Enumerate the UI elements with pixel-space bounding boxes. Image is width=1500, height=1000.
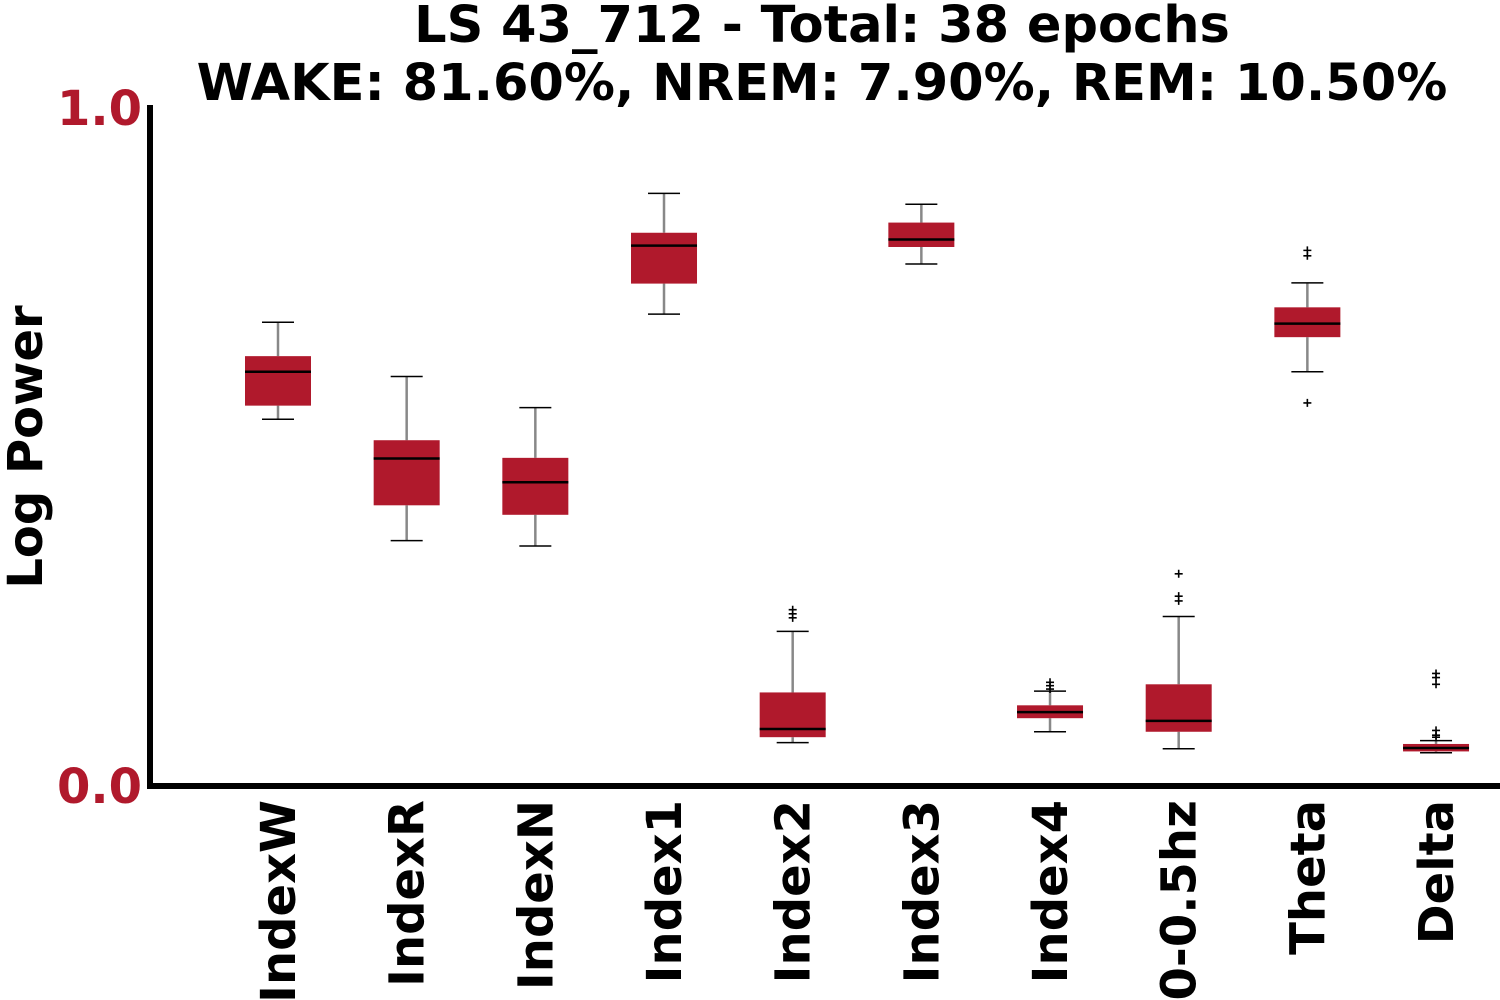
box-iqr [759, 692, 826, 738]
box-theta [1274, 246, 1341, 407]
x-tick-label: Theta [1280, 800, 1336, 955]
x-tick-label: IndexR [380, 800, 436, 987]
box-iqr [888, 222, 955, 247]
box-iqr [1274, 307, 1341, 338]
x-tick-labels: IndexW IndexR IndexN Index1 Index2 Index3 Inde… [251, 800, 1465, 1000]
y-axis-label: Log Power [0, 305, 54, 589]
box-iqr [245, 356, 311, 406]
x-tick-label: Index1 [637, 800, 693, 983]
box-index4 [1017, 678, 1084, 733]
outlier-point [1174, 569, 1183, 578]
x-tick-label: Index2 [766, 800, 822, 983]
outlier-point [1046, 678, 1055, 687]
box-index3 [888, 203, 955, 265]
outlier-point [788, 605, 797, 614]
outlier-point [1432, 680, 1441, 689]
y-tick-label: 1.0 [57, 81, 142, 137]
box-indexn [502, 406, 569, 547]
x-tick-label: IndexN [508, 800, 564, 990]
outlier-point [1303, 246, 1312, 255]
outlier-point [1432, 669, 1441, 678]
box-delta [1403, 669, 1470, 754]
box-index1 [631, 192, 698, 315]
x-tick-label: Index4 [1023, 800, 1079, 983]
box-indexw [245, 321, 311, 420]
outlier-point [1303, 398, 1312, 407]
x-tick-label: Delta [1409, 800, 1465, 944]
box-iqr [631, 232, 698, 284]
y-tick-label: 0.0 [57, 759, 142, 815]
chart-subtitle: WAKE: 81.60%, NREM: 7.90%, REM: 10.50% [197, 54, 1448, 113]
box-iqr [502, 457, 569, 515]
outlier-point [1432, 726, 1441, 735]
box-0-0-5hz [1145, 569, 1212, 750]
x-tick-label: Index3 [894, 800, 950, 983]
box-iqr [373, 440, 440, 506]
box-indexr [373, 375, 440, 542]
outlier-point [1174, 592, 1183, 601]
x-tick-label: IndexW [251, 800, 307, 1000]
x-tick-label: 0-0.5hz [1152, 800, 1208, 1000]
y-tick-labels: 0.0 1.0 [57, 81, 142, 815]
box-iqr [1145, 684, 1212, 732]
chart-title: LS 43_712 - Total: 38 epochs [414, 0, 1230, 55]
plot-area [245, 192, 1470, 754]
box-index2 [759, 605, 826, 744]
